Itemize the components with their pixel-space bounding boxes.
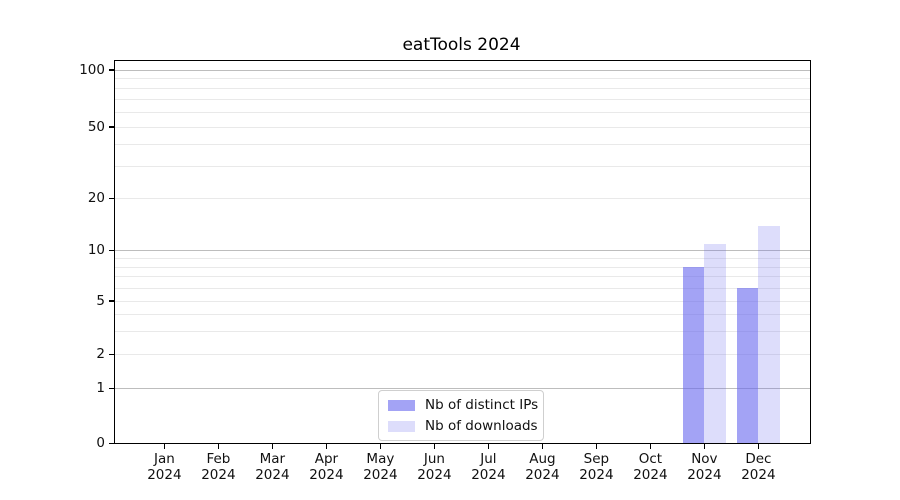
x-tick-mark (487, 444, 490, 449)
y-tick-label-20: 20 (87, 189, 105, 206)
legend-label-downloads: Nb of downloads (425, 418, 538, 434)
y-tick-label-0: 0 (96, 435, 105, 451)
gridline-70 (114, 99, 810, 100)
gridline-9 (114, 258, 810, 259)
legend-swatch-downloads-icon (388, 421, 415, 432)
gridline-50 (114, 126, 810, 128)
gridline-1 (114, 388, 810, 390)
x-tick-label-aug: Aug 2024 (525, 451, 560, 483)
x-tick-mark (325, 444, 328, 449)
gridline-80 (114, 88, 810, 89)
y-tick-label-5: 5 (96, 292, 105, 309)
legend: Nb of distinct IPs Nb of downloads (378, 390, 544, 441)
gridline-40 (114, 144, 810, 146)
x-tick-label-oct: Oct 2024 (633, 451, 668, 483)
x-tick-mark (541, 444, 544, 449)
x-tick-label-dec: Dec 2024 (741, 451, 776, 483)
y-tick-mark (109, 197, 114, 199)
legend-item-downloads: Nb of downloads (388, 418, 538, 435)
y-tick-label-100: 100 (79, 61, 105, 78)
x-tick-label-jun: Jun 2024 (417, 451, 452, 483)
gridline-10 (114, 250, 810, 252)
y-tick-label-50: 50 (87, 118, 105, 135)
bar-nb-of-distinct-ips-dec (736, 288, 759, 443)
x-tick-mark (217, 444, 220, 449)
x-tick-label-may: May 2024 (363, 451, 398, 483)
y-tick-mark (109, 353, 114, 356)
x-tick-label-sep: Sep 2024 (579, 451, 614, 483)
legend-item-distinct-ips: Nb of distinct IPs (388, 397, 538, 414)
x-tick-label-apr: Apr 2024 (309, 451, 344, 483)
bar-nb-of-downloads-nov (704, 243, 726, 443)
legend-swatch-distinct-ips-icon (388, 400, 415, 411)
gridline-8 (114, 266, 810, 268)
y-tick-label-10: 10 (87, 242, 105, 259)
plot-area (113, 59, 811, 444)
gridline-4 (114, 313, 810, 315)
gridline-3 (114, 330, 810, 332)
y-tick-mark (109, 250, 114, 252)
x-tick-mark (163, 444, 166, 449)
y-tick-mark (109, 126, 114, 128)
x-tick-label-jan: Jan 2024 (147, 451, 182, 483)
x-tick-mark (433, 444, 436, 449)
x-tick-mark (271, 444, 274, 449)
x-tick-label-nov: Nov 2024 (687, 451, 722, 483)
x-tick-mark (379, 444, 382, 449)
y-tick-mark (109, 300, 114, 302)
x-tick-mark (595, 444, 598, 449)
gridline-90 (114, 78, 810, 80)
gridline-30 (114, 166, 810, 168)
bar-nb-of-distinct-ips-nov (682, 267, 705, 443)
gridline-100 (114, 69, 810, 71)
gridline-20 (114, 198, 810, 199)
y-tick-mark (109, 69, 114, 71)
bar-nb-of-downloads-dec (758, 225, 780, 443)
y-tick-label-2: 2 (96, 346, 105, 362)
x-tick-mark (757, 444, 760, 449)
x-tick-mark (649, 444, 652, 449)
gridline-7 (114, 276, 810, 278)
gridline-6 (114, 287, 810, 289)
x-tick-label-feb: Feb 2024 (201, 451, 236, 483)
legend-label-distinct-ips: Nb of distinct IPs (425, 397, 539, 413)
gridline-60 (114, 111, 810, 113)
gridline-5 (114, 300, 810, 302)
x-tick-mark (703, 444, 706, 449)
chart-title: eatTools 2024 (402, 35, 521, 55)
x-tick-label-mar: Mar 2024 (255, 451, 290, 483)
y-tick-mark (109, 442, 114, 445)
gridline-2 (114, 354, 810, 356)
y-tick-label-1: 1 (96, 380, 105, 396)
y-tick-mark (109, 387, 114, 390)
x-tick-label-jul: Jul 2024 (471, 451, 506, 483)
